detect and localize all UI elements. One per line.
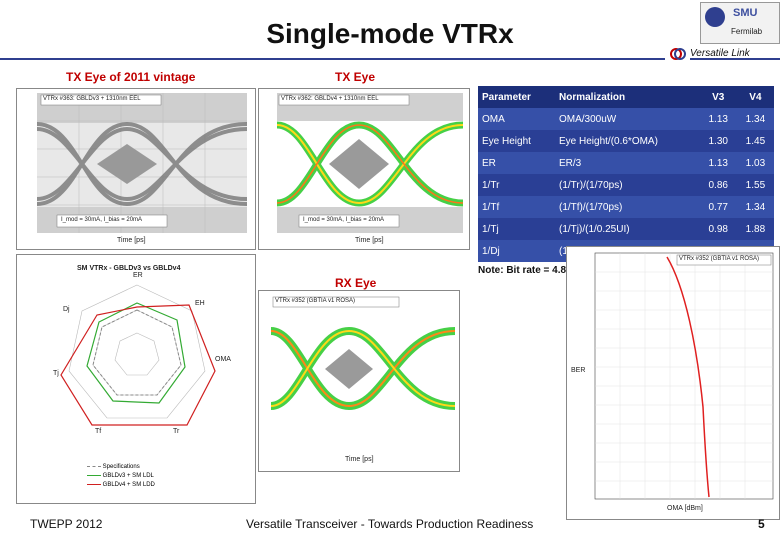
tx-eye-label: TX Eye xyxy=(335,70,376,84)
tx-right-plot-title: VTRx #362: GBLDv4 + 1310nm EEL xyxy=(281,96,379,102)
table-header-normalization: Normalization xyxy=(555,86,700,108)
table-cell: Eye Height xyxy=(478,130,555,152)
table-cell: ER xyxy=(478,152,555,174)
spider-axis-dj: Dj xyxy=(63,306,70,313)
table-cell: 1.55 xyxy=(736,174,774,196)
title-divider-right xyxy=(690,58,780,60)
parameters-table: Parameter Normalization V3 V4 OMA OMA/300… xyxy=(478,86,774,262)
table-cell: OMA xyxy=(478,108,555,130)
table-row: 1/Tj (1/Tj)/(1/0.25UI) 0.98 1.88 xyxy=(478,218,774,240)
table-cell: (1/Tf)/(1/70ps) xyxy=(555,196,700,218)
table-cell: 1.30 xyxy=(699,130,737,152)
table-cell: OMA/300uW xyxy=(555,108,700,130)
table-cell: (1/Tr)/(1/70ps) xyxy=(555,174,700,196)
tx-eye-2011-plot: VTRx #363: GBLDv3 + 1310nm EEL I_mod = 3… xyxy=(16,88,256,250)
table-cell: 1.13 xyxy=(699,108,737,130)
tx-left-xlabel: Time [ps] xyxy=(117,237,146,244)
rx-eye-plot: VTRx #352 (GBTIA v1 ROSA) Time [ps] xyxy=(258,290,460,472)
table-cell: 1/Tj xyxy=(478,218,555,240)
tx-left-bias-note: I_mod = 30mA, I_bias = 20mA xyxy=(61,217,143,223)
table-cell: 0.77 xyxy=(699,196,737,218)
slide-title: Single-mode VTRx xyxy=(266,18,514,49)
tx-eye-vintage-label: TX Eye of 2011 vintage xyxy=(66,70,196,84)
table-cell: 1.34 xyxy=(736,196,774,218)
bitrate-note: Note: Bit rate = 4.8 Gb/s, UI = 208 ps xyxy=(478,265,650,276)
table-row: 1/Tf (1/Tf)/(1/70ps) 0.77 1.34 xyxy=(478,196,774,218)
tx-eye-plot: VTRx #362: GBLDv4 + 1310nm EEL I_mod = 3… xyxy=(258,88,470,250)
tx-left-plot-title: VTRx #363: GBLDv3 + 1310nm EEL xyxy=(43,96,141,102)
table-cell: 1.88 xyxy=(736,218,774,240)
spider-axis-oma: OMA xyxy=(215,356,231,363)
spider-title: SM VTRx - GBLDv3 vs GBLDv4 xyxy=(77,265,181,272)
table-row: 1/Tr (1/Tr)/(1/70ps) 0.86 1.55 xyxy=(478,174,774,196)
table-row: Eye Height Eye Height/(0.6*OMA) 1.30 1.45 xyxy=(478,130,774,152)
spider-legend-v3: GBLDv3 + SM LDL xyxy=(102,473,154,479)
ber-plot-title: VTRx #352 (GBTIA v1 ROSA) xyxy=(679,256,760,262)
table-cell: Eye Height/(0.6*OMA) xyxy=(555,130,700,152)
page-number: 5 xyxy=(758,517,765,531)
fermilab-logo: Fermilab xyxy=(731,27,763,36)
table-header-v3: V3 xyxy=(699,86,737,108)
spider-plot: SM VTRx - GBLDv3 vs GBLDv4 ER EH OMA Tr … xyxy=(16,254,256,504)
spider-legend-v4: GBLDv4 + SM LDD xyxy=(102,482,155,488)
table-cell: 0.98 xyxy=(699,218,737,240)
ber-ylabel: BER xyxy=(571,367,586,374)
table-cell: 1/Tf xyxy=(478,196,555,218)
table-row: OMA OMA/300uW 1.13 1.34 xyxy=(478,108,774,130)
table-cell: 1.13 xyxy=(699,152,737,174)
tx-right-xlabel: Time [ps] xyxy=(355,237,384,244)
ber-plot: VTRx #352 (GBTIA v1 ROSA) BER OMA [dBm] xyxy=(566,246,780,520)
table-cell: ER/3 xyxy=(555,152,700,174)
table-cell: 1.34 xyxy=(736,108,774,130)
rx-eye-label: RX Eye xyxy=(335,276,377,290)
footer-title: Versatile Transceiver - Towards Producti… xyxy=(246,517,534,531)
smu-logo: SMU xyxy=(733,7,758,19)
institution-logos: SMU Fermilab xyxy=(700,2,780,44)
table-cell: 1/Dj xyxy=(478,240,555,262)
table-cell: 0.86 xyxy=(699,174,737,196)
title-divider xyxy=(0,58,665,60)
tx-right-bias-note: I_mod = 30mA, I_bias = 20mA xyxy=(303,217,385,223)
spider-axis-er: ER xyxy=(133,272,143,279)
spider-axis-eh: EH xyxy=(195,300,205,307)
spider-chart-svg: ER EH OMA Tr Tf Tj Dj xyxy=(53,272,231,435)
spider-legend-spec: Specifications xyxy=(102,464,140,470)
versatile-link-logo-icon xyxy=(670,46,686,62)
table-cell: 1.03 xyxy=(736,152,774,174)
table-header-v4: V4 xyxy=(736,86,774,108)
versatile-link-label: Versatile Link xyxy=(690,48,750,59)
table-row: ER ER/3 1.13 1.03 xyxy=(478,152,774,174)
table-cell: 1/Tr xyxy=(478,174,555,196)
rx-eye-xlabel: Time [ps] xyxy=(345,456,374,463)
spider-legend: Specifications GBLDv3 + SM LDL GBLDv4 + … xyxy=(87,463,155,490)
rx-eye-plot-title: VTRx #352 (GBTIA v1 ROSA) xyxy=(275,298,356,304)
table-cell: (1/Tj)/(1/0.25UI) xyxy=(555,218,700,240)
table-cell: 1.45 xyxy=(736,130,774,152)
footer-conference: TWEPP 2012 xyxy=(30,517,103,531)
spider-axis-tr: Tr xyxy=(173,428,180,435)
ber-xlabel: OMA [dBm] xyxy=(667,505,703,512)
spider-axis-tf: Tf xyxy=(95,428,101,435)
spider-axis-tj: Tj xyxy=(53,370,59,377)
table-header-parameter: Parameter xyxy=(478,86,555,108)
cern-logo-icon xyxy=(705,7,725,27)
